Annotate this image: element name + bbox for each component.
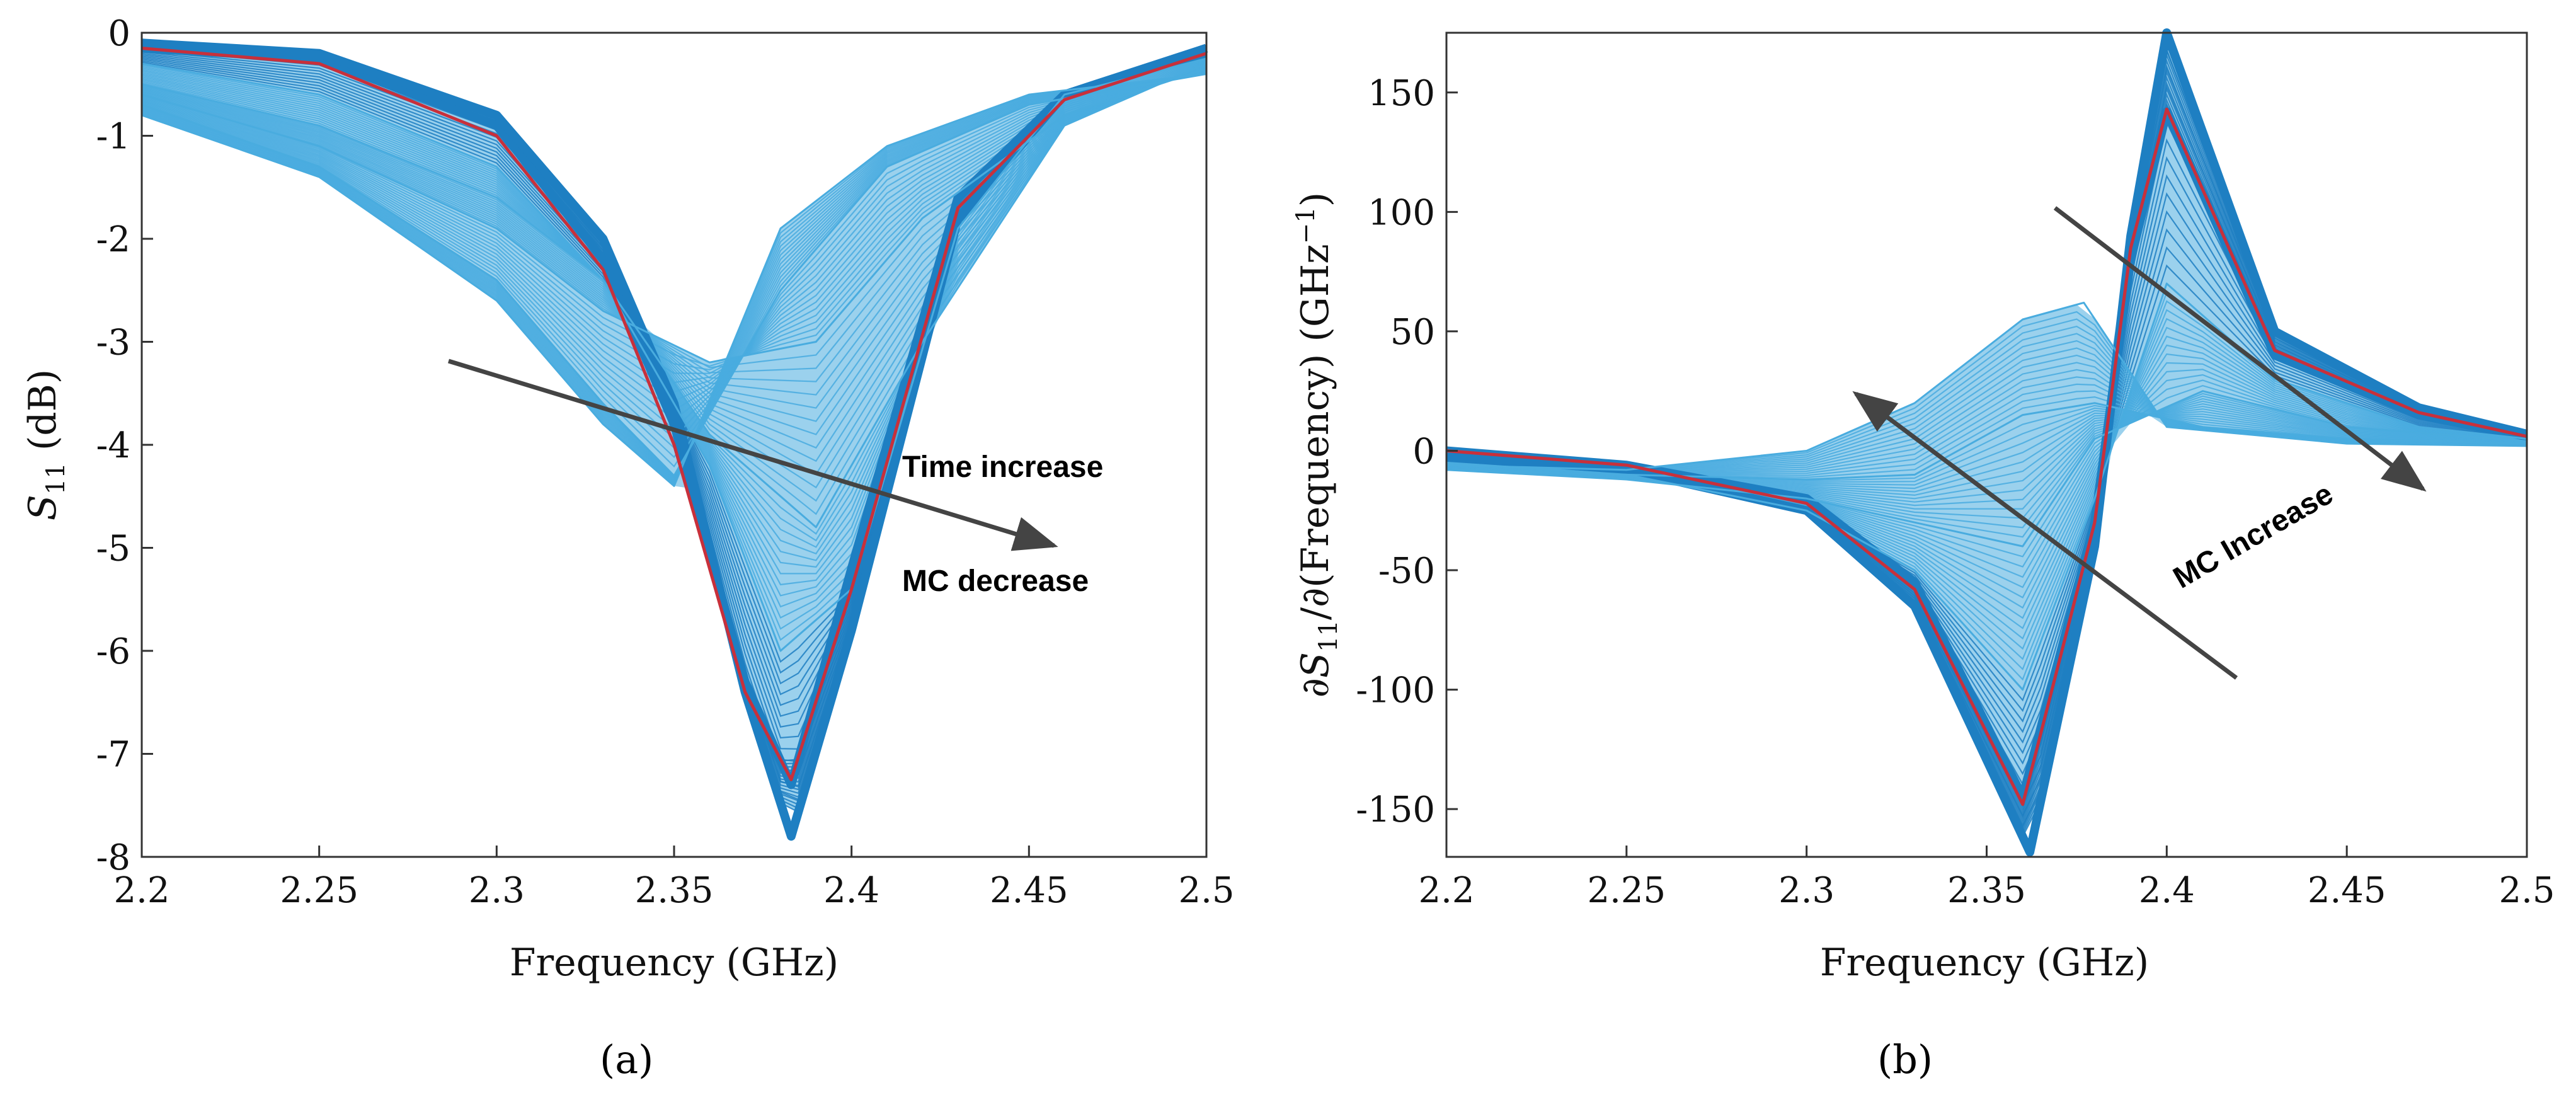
panel-a-family-curve [141,72,1207,459]
panel-b-x-ticks: 2.2 2.25 2.3 2.35 2.4 2.45 2.5 [1418,846,2555,911]
panel-b-arrow-up [1852,391,2238,680]
panel-a-x-tick-label: 2.3 [469,870,525,911]
panel-a-y-tick-label: -6 [96,631,130,672]
panel-b-series-2 [1446,282,2527,691]
panel-a-y-tick-label: -8 [96,837,130,878]
panel-a-y-tick-label: -7 [96,735,130,776]
panel-b-y-tick-label: 100 [1368,192,1435,233]
panel-a-y-tick-label: -3 [96,323,130,364]
panel-a: 2.2 2.25 2.3 2.35 2.4 2.45 2.5 0 -1 -2 -3 -4 -5 -6 -7… [21,13,1235,985]
panel-b-y-axis-title: ∂S11/∂(Frequency) (GHz−1) [1291,192,1343,697]
panel-a-family-curve [141,66,1207,409]
panel-b: 2.2 2.25 2.3 2.35 2.4 2.45 2.5 150 100 50 0 -50 -10… [1291,28,2555,985]
panel-b-y-tick-label: -100 [1356,670,1435,711]
panel-b-y-tick-label: -150 [1356,789,1435,830]
panel-a-family-curve [141,66,1207,422]
panel-a-family-curve [141,65,1207,449]
panel-a-family-curve [141,63,1207,515]
annotation-time-increase: Time increase [902,450,1103,484]
panel-a-series-2 [141,57,1207,652]
panel-a-x-tick-label: 2.35 [635,870,714,911]
panel-b-curves [1446,28,2528,857]
panel-b-series-3 [1446,390,2527,548]
panel-a-y-axis-title: S11 (dB) [21,369,71,520]
panel-a-label: (a) [600,1036,654,1082]
panel-a-x-axis-title: Frequency (GHz) [510,941,839,985]
panel-b-x-axis-title: Frequency (GHz) [1820,941,2149,985]
panel-a-series-5 [141,72,1207,477]
panel-a-x-ticks: 2.2 2.25 2.3 2.35 2.4 2.45 2.5 [113,846,1235,911]
panel-b-x-tick-label: 2.2 [1418,870,1474,911]
panel-a-y-tick-label: 0 [108,13,130,54]
panel-a-trend-arrow [447,358,1058,551]
panel-b-y-ticks: 150 100 50 0 -50 -100 -150 [1356,73,1458,830]
panel-b-y-tick-label: 150 [1368,73,1435,114]
panel-a-x-tick-label: 2.4 [823,870,879,911]
panel-a-family-curve [141,64,1207,502]
panel-b-x-tick-label: 2.45 [2308,870,2386,911]
panel-b-series-5 [1446,301,2527,471]
panel-a-series-6 [141,72,1207,487]
panel-b-x-tick-label: 2.3 [1778,870,1835,911]
panel-a-y-tick-label: -1 [96,117,130,158]
panel-a-y-tick-label: -5 [96,529,130,570]
annotation-mc-decrease: MC decrease [902,565,1089,598]
panel-a-series-3 [141,62,1207,529]
panel-a-family-curve [141,67,1207,374]
panel-a-y-tick-label: -2 [96,219,130,260]
panel-a-y-tick-label: -4 [96,425,130,466]
panel-a-family-curve [141,72,1207,468]
panel-a-highlight-curve [141,47,1207,781]
panel-a-y-ticks: 0 -1 -2 -3 -4 -5 -6 -7 -8 [96,13,153,878]
panel-a-family-curve [141,64,1207,489]
panel-a-curves [141,38,1208,841]
panel-b-label: (b) [1877,1036,1933,1082]
panel-a-family-curve [141,67,1207,369]
panel-a-x-tick-label: 2.45 [990,870,1068,911]
panel-a-family-curve [141,64,1207,476]
panel-a-x-tick-label: 2.2 [113,870,169,911]
annotation-mc-increase: MC Increase [2168,477,2338,595]
panel-b-arrow-down [2053,206,2427,492]
panel-b-y-tick-label: 0 [1412,431,1435,472]
panel-b-y-tick-label: -50 [1378,551,1435,592]
panel-a-x-tick-label: 2.25 [280,870,358,911]
panel-b-x-tick-label: 2.5 [2499,870,2555,911]
panel-b-y-tick-label: 50 [1390,312,1435,353]
panel-a-family-curve [141,64,1207,462]
panel-a-family-curve [141,67,1207,382]
panel-a-x-tick-label: 2.5 [1178,870,1234,911]
panel-a-family-curve [141,66,1207,396]
panel-b-x-tick-label: 2.35 [1947,870,2026,911]
panel-b-highlight-curve [1446,107,2527,806]
panel-b-x-tick-label: 2.25 [1587,870,1666,911]
panel-b-x-tick-label: 2.4 [2139,870,2195,911]
panel-b-series-1 [1446,28,2528,857]
